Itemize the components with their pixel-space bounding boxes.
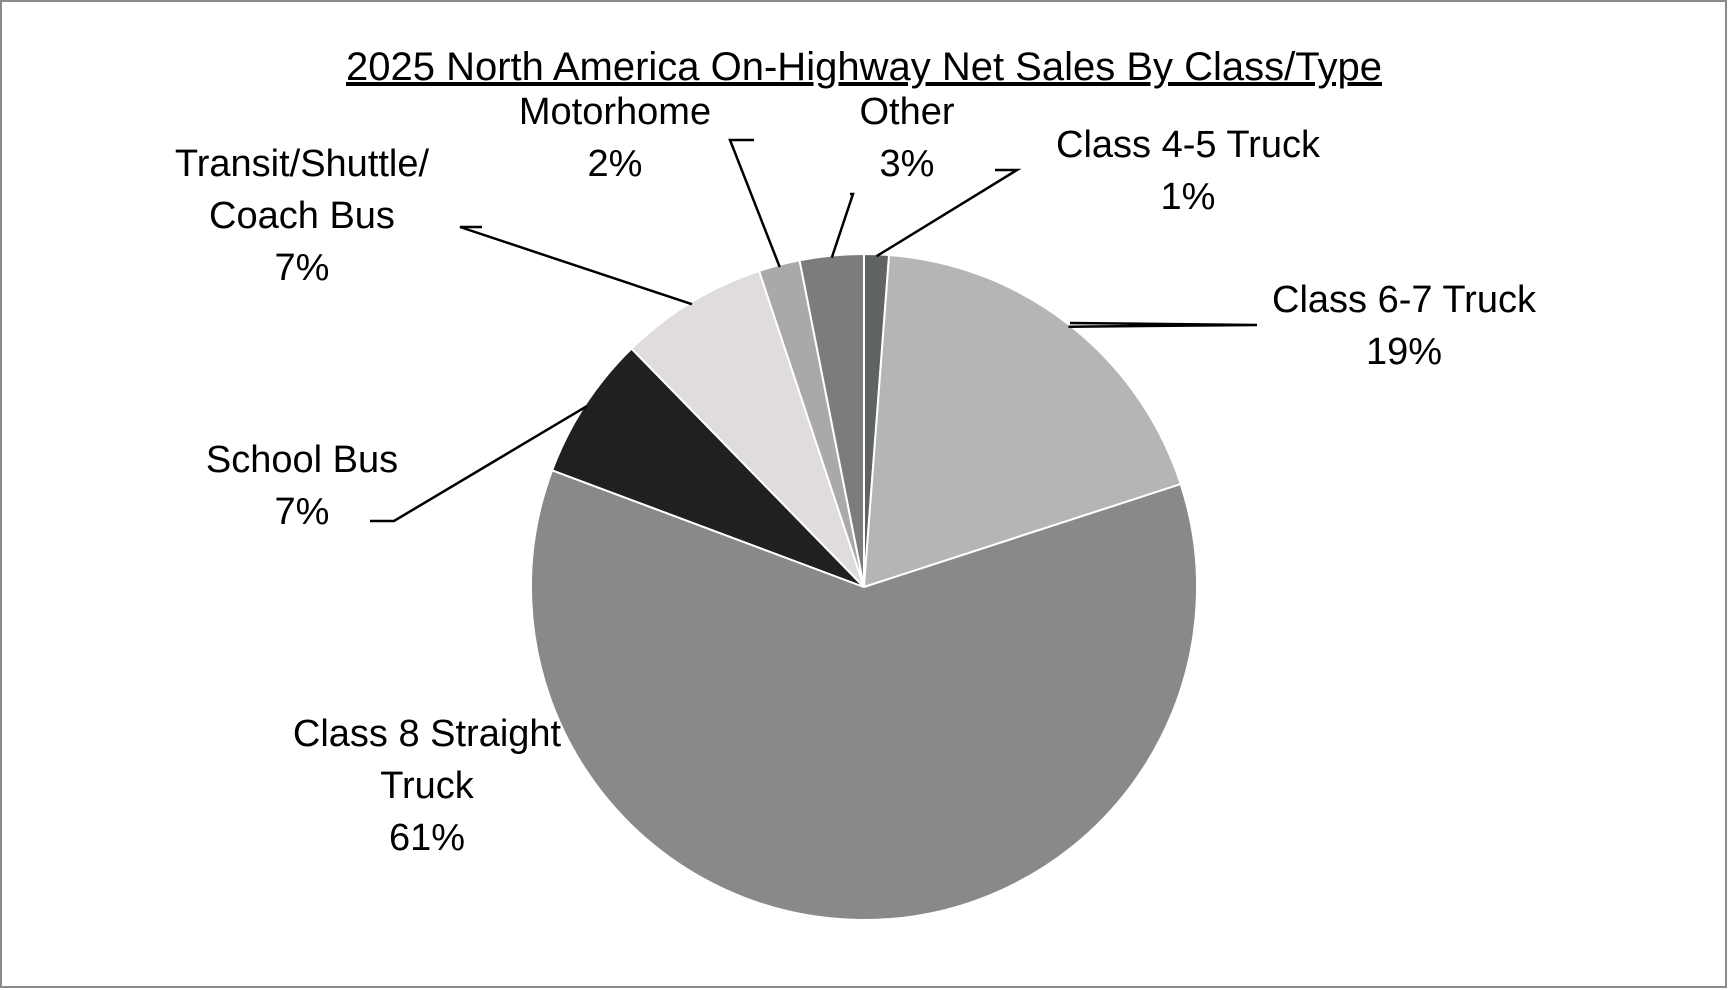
slice-labels: Class 4-5 Truck 1%Class 6-7 Truck 19%Class…: [175, 91, 1537, 859]
leader-line-transit-shuttle-coach-bus: [459, 225, 693, 306]
data-label-school-bus: School Bus 7%: [206, 439, 398, 533]
slice-category-class-8-straight-truck: Class 8 Straight: [293, 713, 562, 755]
leader-line-other: [830, 192, 855, 258]
data-label-class-4-5-truck: Class 4-5 Truck 1%: [1056, 124, 1321, 218]
slice-percent-school-bus: 7%: [275, 491, 330, 533]
slice-category-transit-shuttle-coach-bus: Coach Bus: [209, 195, 395, 237]
data-label-transit-shuttle-coach-bus: Transit/Shuttle/Coach Bus 7%: [175, 143, 430, 289]
leader-line-class-4-5-truck: [875, 168, 1022, 258]
pie-slice-class-6-7-truck: [862, 253, 1182, 589]
data-label-class-6-7-truck: Class 6-7 Truck 19%: [1272, 279, 1537, 373]
slice-percent-motorhome: 2%: [588, 143, 643, 185]
slice-percent-transit-shuttle-coach-bus: 7%: [275, 247, 330, 289]
slice-category-class-6-7-truck: Class 6-7 Truck: [1272, 279, 1537, 321]
slice-percent-class-6-7-truck: 19%: [1366, 331, 1442, 373]
slice-category-transit-shuttle-coach-bus: Transit/Shuttle/: [175, 143, 430, 185]
slice-category-class-8-straight-truck: Truck: [380, 765, 475, 807]
slice-percent-class-4-5-truck: 1%: [1161, 176, 1216, 218]
slice-category-school-bus: School Bus: [206, 439, 398, 481]
leader-lines: [370, 138, 1258, 523]
pie-slice-school-bus: [550, 347, 865, 588]
leader-line-class-6-7-truck: [1068, 321, 1258, 328]
pie-slice-transit-shuttle-coach-bus: [630, 269, 865, 588]
data-label-motorhome: Motorhome 2%: [519, 91, 711, 185]
data-label-class-8-straight-truck: Class 8 Straight Truck 61%: [293, 713, 562, 859]
leader-line-school-bus: [370, 405, 588, 523]
slice-category-motorhome: Motorhome: [519, 91, 711, 133]
slice-percent-class-8-straight-truck: 61%: [389, 817, 465, 859]
slice-percent-other: 3%: [880, 143, 935, 185]
pie-slice-class-8-straight-truck: [530, 468, 1198, 921]
data-label-other: Other 3%: [859, 91, 954, 185]
chart-title: 2025 North America On-Highway Net Sales …: [346, 45, 1382, 89]
slice-category-other: Other: [859, 91, 954, 133]
slice-category-class-4-5-truck: Class 4-5 Truck: [1056, 124, 1321, 166]
pie-slices: [530, 252, 1198, 921]
leader-line-motorhome: [728, 138, 781, 268]
